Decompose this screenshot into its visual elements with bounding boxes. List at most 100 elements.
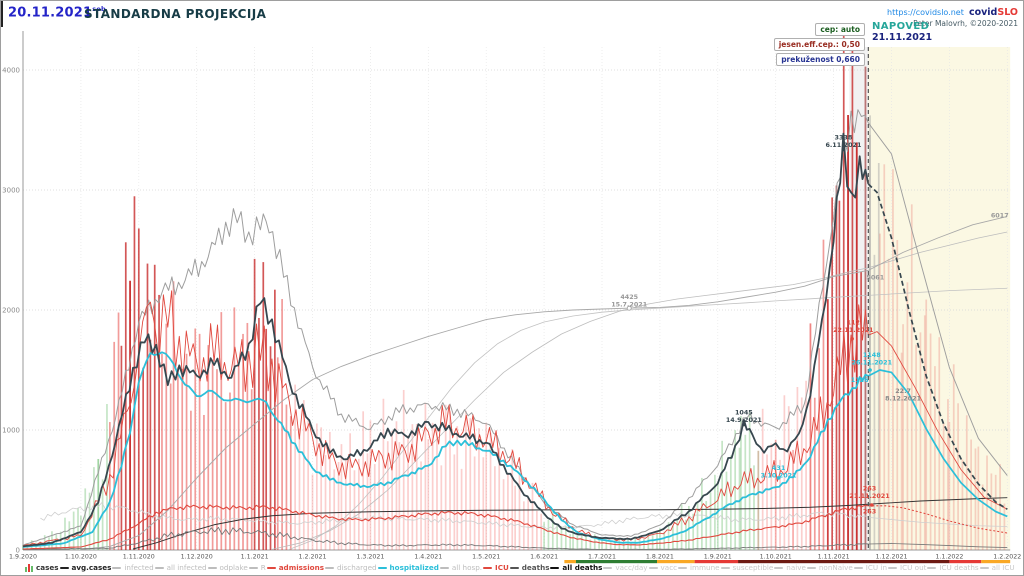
svg-text:3.10.2021: 3.10.2021 <box>761 472 797 480</box>
svg-text:1148: 1148 <box>863 351 881 359</box>
svg-text:21.11.2021: 21.11.2021 <box>849 492 889 500</box>
legend-item-vacc-day[interactable]: vacc/day <box>603 563 648 572</box>
series-dash-icon <box>927 566 937 569</box>
series-dash-icon <box>550 566 560 569</box>
svg-text:263: 263 <box>863 485 876 493</box>
series-dash-icon <box>509 566 519 569</box>
legend-label: ICU out <box>900 563 927 572</box>
series-avg-cases <box>22 132 1008 548</box>
param-box-0[interactable]: cep: auto <box>815 23 865 36</box>
series-icu <box>22 504 1008 550</box>
series-immune <box>271 231 1008 550</box>
svg-text:1.2.2022: 1.2.2022 <box>993 554 1021 561</box>
weekday-abbrev: sob <box>92 5 106 13</box>
svg-text:1.12.2021: 1.12.2021 <box>875 554 907 561</box>
svg-text:15.7.2021: 15.7.2021 <box>611 301 647 309</box>
svg-text:1045: 1045 <box>735 409 753 417</box>
series-admissions <box>22 290 1008 547</box>
legend-item-r[interactable]: R <box>248 563 266 572</box>
legend-item-deaths[interactable]: deaths <box>509 563 550 572</box>
svg-text:1.10.2020: 1.10.2020 <box>65 554 97 561</box>
legend-item-immune[interactable]: immune <box>678 563 720 572</box>
legend-item-all-hosp-[interactable]: all hosp. <box>439 563 482 572</box>
svg-text:3338: 3338 <box>835 133 853 141</box>
site-url-link[interactable]: https://covidslo.net <box>887 8 964 17</box>
svg-text:8.12.2021: 8.12.2021 <box>885 394 921 402</box>
legend-item-icu-in[interactable]: ICU in <box>853 563 888 572</box>
forecast-background <box>849 47 1011 550</box>
series-dash-icon <box>774 566 784 569</box>
svg-text:26.11.2021: 26.11.2021 <box>852 358 892 366</box>
legend-item-avg-cases[interactable]: avg.cases <box>59 563 111 572</box>
svg-text:431: 431 <box>772 464 785 472</box>
legend-item-icu-out[interactable]: ICU out <box>888 563 926 572</box>
daily-cases-bars <box>22 25 1006 551</box>
legend-item-odplake[interactable]: odplake <box>207 563 248 572</box>
legend-label: all deaths <box>562 563 603 572</box>
series-dash-icon <box>603 566 613 569</box>
svg-text:1.4.2021: 1.4.2021 <box>414 554 442 561</box>
legend-item-infected[interactable]: infected <box>112 563 154 572</box>
series-dash-icon <box>324 566 334 569</box>
legend-label: naive <box>786 563 806 572</box>
legend-item-icu-deaths[interactable]: ICU deaths <box>927 563 979 572</box>
svg-text:6017: 6017 <box>991 212 1009 220</box>
legend-item-hospitalized[interactable]: hospitalized <box>377 563 439 572</box>
svg-text:1.2.2021: 1.2.2021 <box>298 554 326 561</box>
axes <box>22 31 1011 551</box>
legend-item-nonnaive[interactable]: nonNaive <box>806 563 853 572</box>
y-gridlines: 0 1000 2000 3000 4000 <box>2 67 1011 555</box>
series-dash-icon <box>112 566 122 569</box>
svg-text:1.5.2021: 1.5.2021 <box>472 554 500 561</box>
svg-text:1.12.2020: 1.12.2020 <box>181 554 213 561</box>
legend-item-all-deaths[interactable]: all deaths <box>550 563 602 572</box>
chart-legend: cases avg.cases infected all infected odplak… <box>1 561 1023 574</box>
legend-label: deaths <box>521 563 550 572</box>
series-hospitalized <box>22 351 1008 548</box>
forecast-label: NAPOVED <box>872 21 930 32</box>
brand-logo[interactable]: covidSLO <box>969 7 1018 18</box>
semafor-strip <box>564 560 1011 564</box>
svg-text:1.1.2021: 1.1.2021 <box>241 554 269 561</box>
legend-item-vacc[interactable]: vacc <box>648 563 677 572</box>
svg-text:0: 0 <box>16 547 20 555</box>
legend-item-all-icu[interactable]: all ICU <box>979 563 1015 572</box>
legend-label: all infected <box>166 563 207 572</box>
page-title: STANDARDNA PROJEKCIJA <box>84 7 267 21</box>
legend-item-discharged[interactable]: discharged <box>324 563 377 572</box>
series-dash-icon <box>720 566 730 569</box>
svg-text:6.11.2021: 6.11.2021 <box>825 141 861 149</box>
param-box-2[interactable]: prekuženost 0,660 <box>776 53 865 66</box>
series-dash-icon <box>266 566 276 569</box>
series-dash-icon <box>483 566 493 569</box>
series-dash-icon <box>248 566 258 569</box>
series-dash-icon <box>207 566 217 569</box>
legend-item-cases[interactable]: cases <box>25 563 59 572</box>
brand-covid: covid <box>968 7 998 18</box>
series-infected <box>22 109 1008 546</box>
series-r <box>40 502 1008 530</box>
legend-item-admissions[interactable]: admissions <box>266 563 324 572</box>
series-vacc <box>289 287 1008 550</box>
svg-text:14.9.2021: 14.9.2021 <box>726 416 762 424</box>
svg-text:22.7: 22.7 <box>895 387 911 395</box>
param-box-1[interactable]: jesen.eff.cep.: 0,50 <box>773 38 865 51</box>
legend-item-all-infected[interactable]: all infected <box>154 563 207 572</box>
legend-label: nonNaive <box>818 563 853 572</box>
current-date: 20.11.2021sob <box>8 5 106 20</box>
series-dash-icon <box>59 566 69 569</box>
svg-text:1.7.2021: 1.7.2021 <box>588 554 616 561</box>
legend-label: hospitalized <box>389 563 439 572</box>
series-dash-icon <box>806 566 816 569</box>
svg-text:1000: 1000 <box>2 427 20 435</box>
legend-label: odplake <box>219 563 248 572</box>
legend-item-susceptible[interactable]: susceptible <box>720 563 773 572</box>
series-dash-icon <box>439 566 449 569</box>
legend-item-naive[interactable]: naive <box>774 563 806 572</box>
legend-label: ICU in <box>865 563 888 572</box>
svg-text:112: 112 <box>847 318 860 326</box>
svg-text:1.3.2021: 1.3.2021 <box>356 554 384 561</box>
legend-item-icu[interactable]: ICU <box>483 563 509 572</box>
